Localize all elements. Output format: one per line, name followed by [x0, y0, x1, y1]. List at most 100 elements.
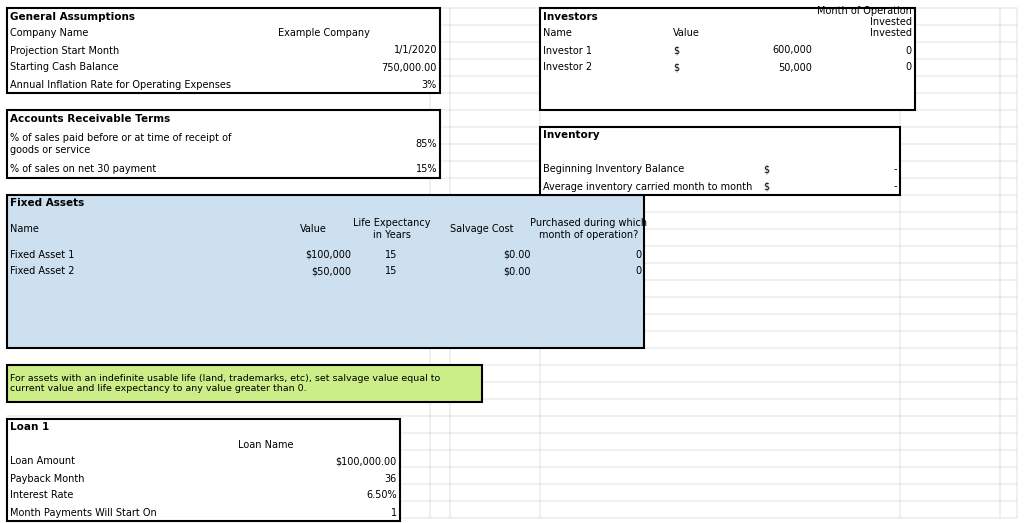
Bar	[7, 331, 272, 348]
Text: Life Expectancy
in Years: Life Expectancy in Years	[352, 218, 430, 240]
Bar	[429, 195, 534, 212]
Text: $: $	[763, 181, 769, 191]
Bar	[695, 25, 815, 42]
Bar	[760, 178, 790, 195]
Bar	[234, 504, 400, 521]
Bar	[275, 25, 440, 42]
Bar	[234, 487, 400, 504]
Bar	[275, 42, 440, 59]
Bar	[534, 280, 644, 297]
Text: 15: 15	[385, 267, 397, 277]
Text: Value: Value	[300, 224, 327, 234]
Text: Investor 1: Investor 1	[543, 46, 592, 55]
Text: $0.00: $0.00	[504, 249, 531, 259]
Text: Month Payments Will Start On: Month Payments Will Start On	[10, 507, 157, 517]
Bar	[670, 42, 695, 59]
Bar	[540, 8, 915, 110]
Bar	[695, 93, 815, 110]
Text: 0: 0	[906, 46, 912, 55]
Text: Loan 1: Loan 1	[10, 423, 49, 433]
Bar	[234, 419, 400, 436]
Bar	[354, 263, 429, 280]
Text: Loan Amount: Loan Amount	[10, 457, 75, 467]
Text: Average inventory carried month to month: Average inventory carried month to month	[543, 181, 753, 191]
Bar	[7, 42, 275, 59]
Text: 50,000: 50,000	[778, 63, 812, 73]
Text: Inventory: Inventory	[543, 131, 600, 141]
Text: 600,000: 600,000	[772, 46, 812, 55]
Text: Fixed Assets: Fixed Assets	[10, 199, 84, 209]
Text: Name: Name	[10, 224, 39, 234]
Bar	[7, 195, 644, 348]
Bar	[790, 178, 900, 195]
Bar	[272, 246, 354, 263]
Bar	[534, 263, 644, 280]
Bar	[272, 263, 354, 280]
Bar	[275, 76, 440, 93]
Bar	[354, 195, 429, 212]
Text: Projection Start Month: Projection Start Month	[10, 46, 119, 55]
Text: Fixed Asset 1: Fixed Asset 1	[10, 249, 75, 259]
Bar	[275, 127, 440, 161]
Text: 15: 15	[385, 249, 397, 259]
Bar	[7, 297, 272, 314]
Bar	[7, 504, 234, 521]
Bar	[7, 76, 275, 93]
Text: Accounts Receivable Terms: Accounts Receivable Terms	[10, 113, 170, 123]
Bar	[272, 212, 354, 246]
Bar	[429, 331, 534, 348]
Text: 0: 0	[906, 63, 912, 73]
Text: $50,000: $50,000	[311, 267, 351, 277]
Text: 6.50%: 6.50%	[367, 491, 397, 501]
Bar	[815, 25, 915, 42]
Bar	[429, 280, 534, 297]
Bar	[234, 436, 400, 453]
Text: 750,000.00: 750,000.00	[382, 63, 437, 73]
Bar	[354, 280, 429, 297]
Bar	[670, 93, 695, 110]
Bar	[540, 161, 760, 178]
Bar	[234, 470, 400, 487]
Bar	[7, 246, 272, 263]
Bar	[275, 110, 440, 127]
Bar	[540, 76, 670, 93]
Text: 85%: 85%	[416, 139, 437, 149]
Bar	[695, 76, 815, 93]
Bar	[790, 127, 900, 144]
Bar	[272, 280, 354, 297]
Bar	[534, 195, 644, 212]
Bar	[7, 280, 272, 297]
Text: 1: 1	[391, 507, 397, 517]
Text: Company Name: Company Name	[10, 28, 88, 39]
Text: For assets with an indefinite usable life (land, trademarks, etc), set salvage v: For assets with an indefinite usable lif…	[10, 374, 440, 393]
Bar	[670, 59, 695, 76]
Bar	[540, 8, 670, 25]
Text: % of sales paid before or at time of receipt of
goods or service: % of sales paid before or at time of rec…	[10, 133, 231, 155]
Bar	[540, 178, 760, 195]
Text: Loan Name: Loan Name	[238, 439, 294, 449]
Bar	[354, 297, 429, 314]
Bar	[815, 76, 915, 93]
Text: 0: 0	[635, 267, 641, 277]
Bar	[534, 246, 644, 263]
Bar	[540, 127, 760, 144]
Text: 3%: 3%	[422, 79, 437, 89]
Bar	[7, 453, 234, 470]
Bar	[7, 25, 275, 42]
Bar	[7, 59, 275, 76]
Bar	[815, 42, 915, 59]
Bar	[272, 297, 354, 314]
Bar	[540, 25, 670, 42]
Bar	[760, 161, 790, 178]
Bar	[670, 25, 695, 42]
Text: $100,000: $100,000	[305, 249, 351, 259]
Bar	[534, 212, 644, 246]
Bar	[354, 212, 429, 246]
Text: Interest Rate: Interest Rate	[10, 491, 74, 501]
Bar	[7, 195, 272, 212]
Bar	[695, 59, 815, 76]
Text: Annual Inflation Rate for Operating Expenses: Annual Inflation Rate for Operating Expe…	[10, 79, 231, 89]
Bar	[272, 195, 354, 212]
Text: $100,000.00: $100,000.00	[336, 457, 397, 467]
Bar	[815, 93, 915, 110]
